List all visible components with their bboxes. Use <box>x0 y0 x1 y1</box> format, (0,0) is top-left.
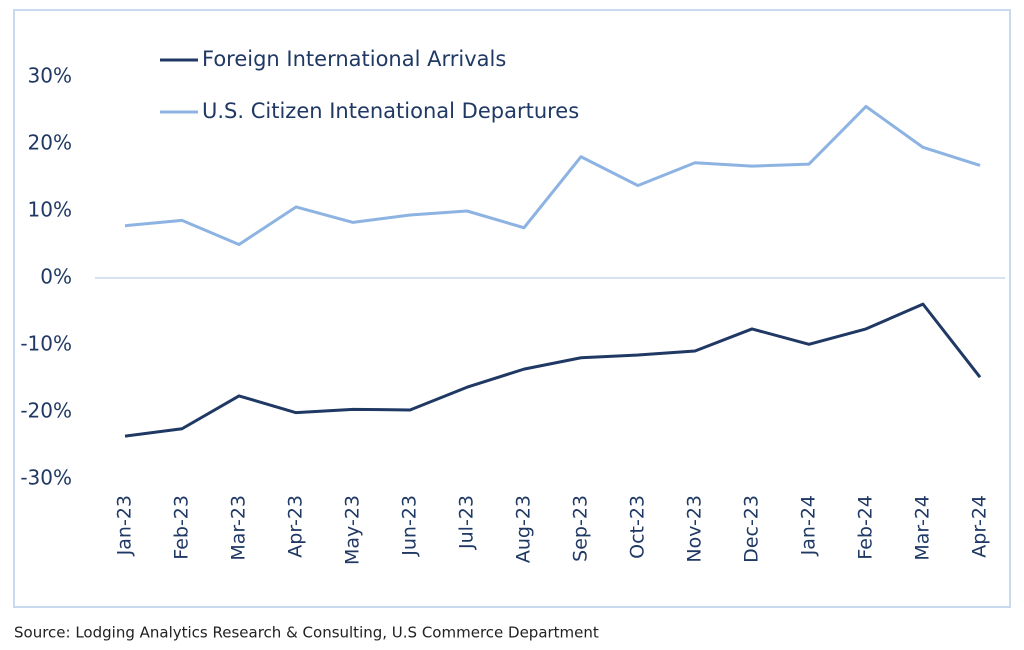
y-tick-label: 10% <box>28 198 72 222</box>
plot-frame <box>13 9 1011 608</box>
series-line <box>124 104 981 246</box>
y-tick-label: -10% <box>20 332 72 356</box>
series-line <box>124 302 982 438</box>
y-tick-label: -20% <box>20 399 72 423</box>
legend-label: U.S. Citizen Intenational Departures <box>202 99 579 123</box>
x-tick-label: Apr-24 <box>969 495 991 558</box>
x-tick-label: Apr-23 <box>285 495 307 558</box>
x-tick-label: Feb-24 <box>855 495 877 560</box>
x-tick-label: Dec-23 <box>741 495 763 563</box>
x-tick-label: Feb-23 <box>171 495 193 560</box>
x-tick-label: May-23 <box>342 495 364 565</box>
x-tick-label: Jan-24 <box>798 495 820 556</box>
x-tick-label: Mar-24 <box>912 495 934 561</box>
x-tick-label: Oct-23 <box>627 495 649 559</box>
x-tick-label: Nov-23 <box>684 495 706 563</box>
x-tick-label: Aug-23 <box>513 495 535 563</box>
y-tick-label: -30% <box>20 466 72 490</box>
x-tick-label: Jan-23 <box>114 495 136 556</box>
x-tick-label: Sep-23 <box>570 495 592 562</box>
x-tick-label: Mar-23 <box>228 495 250 561</box>
x-tick-label: Jun-23 <box>399 495 421 557</box>
legend-label: Foreign International Arrivals <box>202 47 506 71</box>
x-tick-label: Jul-23 <box>456 495 478 550</box>
y-tick-label: 0% <box>40 265 72 289</box>
y-tick-label: 30% <box>28 64 72 88</box>
y-tick-label: 20% <box>28 131 72 155</box>
source-note: Source: Lodging Analytics Research & Con… <box>14 624 599 642</box>
